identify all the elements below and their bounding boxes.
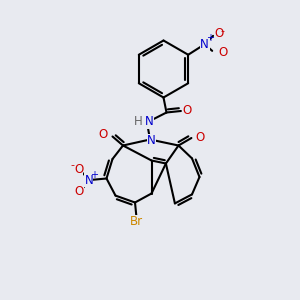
Text: O: O <box>183 104 192 118</box>
Text: N: N <box>200 38 209 51</box>
Text: O: O <box>214 27 224 40</box>
Text: O: O <box>195 130 204 144</box>
Text: +: + <box>206 33 214 43</box>
Text: N: N <box>84 173 93 187</box>
Text: N: N <box>145 115 154 128</box>
Text: O: O <box>99 128 108 142</box>
Text: +: + <box>90 169 98 180</box>
Text: O: O <box>74 163 83 176</box>
Text: H: H <box>134 115 143 128</box>
Text: O: O <box>219 46 228 59</box>
Text: Br: Br <box>130 215 143 228</box>
Text: -: - <box>220 26 224 36</box>
Text: -: - <box>70 160 75 170</box>
Text: O: O <box>75 185 84 198</box>
Text: N: N <box>147 134 156 148</box>
